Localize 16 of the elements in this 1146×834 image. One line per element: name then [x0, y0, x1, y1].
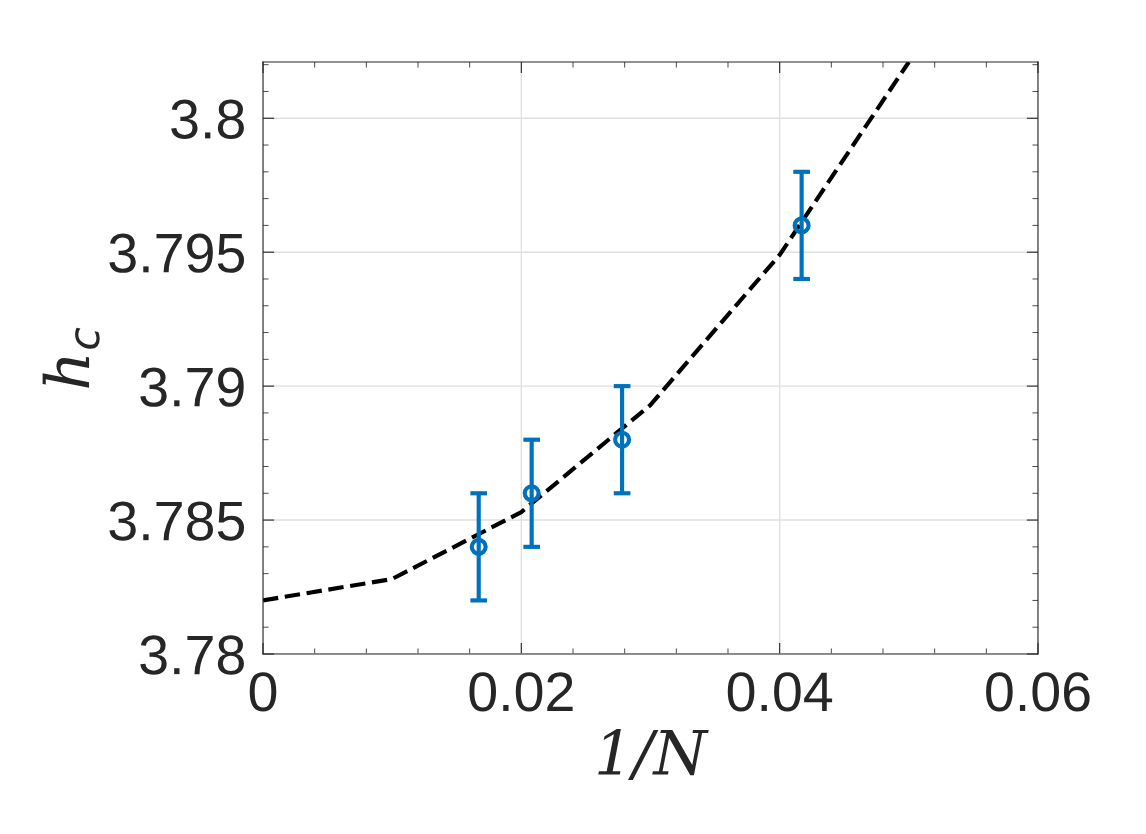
y-tick-label: 3.795 — [109, 233, 245, 273]
x-tick-label: 0.06 — [986, 672, 1090, 712]
point — [469, 537, 488, 556]
x-tick-label: 0.04 — [727, 672, 833, 712]
point — [522, 484, 541, 503]
y-tick-label: 3.785 — [109, 501, 245, 541]
point — [792, 216, 811, 235]
y-tick-label: 3.8 — [171, 99, 244, 139]
y-axis-title: h$_{c}$ — [42, 327, 100, 388]
x-tick-label: 0 — [249, 672, 277, 712]
point — [613, 430, 632, 449]
y-tick-label: 3.79 — [140, 367, 244, 407]
line-series — [263, 62, 911, 603]
x-axis-title: 1/N — [598, 729, 709, 781]
y-tick-label: 3.78 — [140, 635, 244, 675]
x-tick-label: 0.02 — [469, 672, 573, 712]
